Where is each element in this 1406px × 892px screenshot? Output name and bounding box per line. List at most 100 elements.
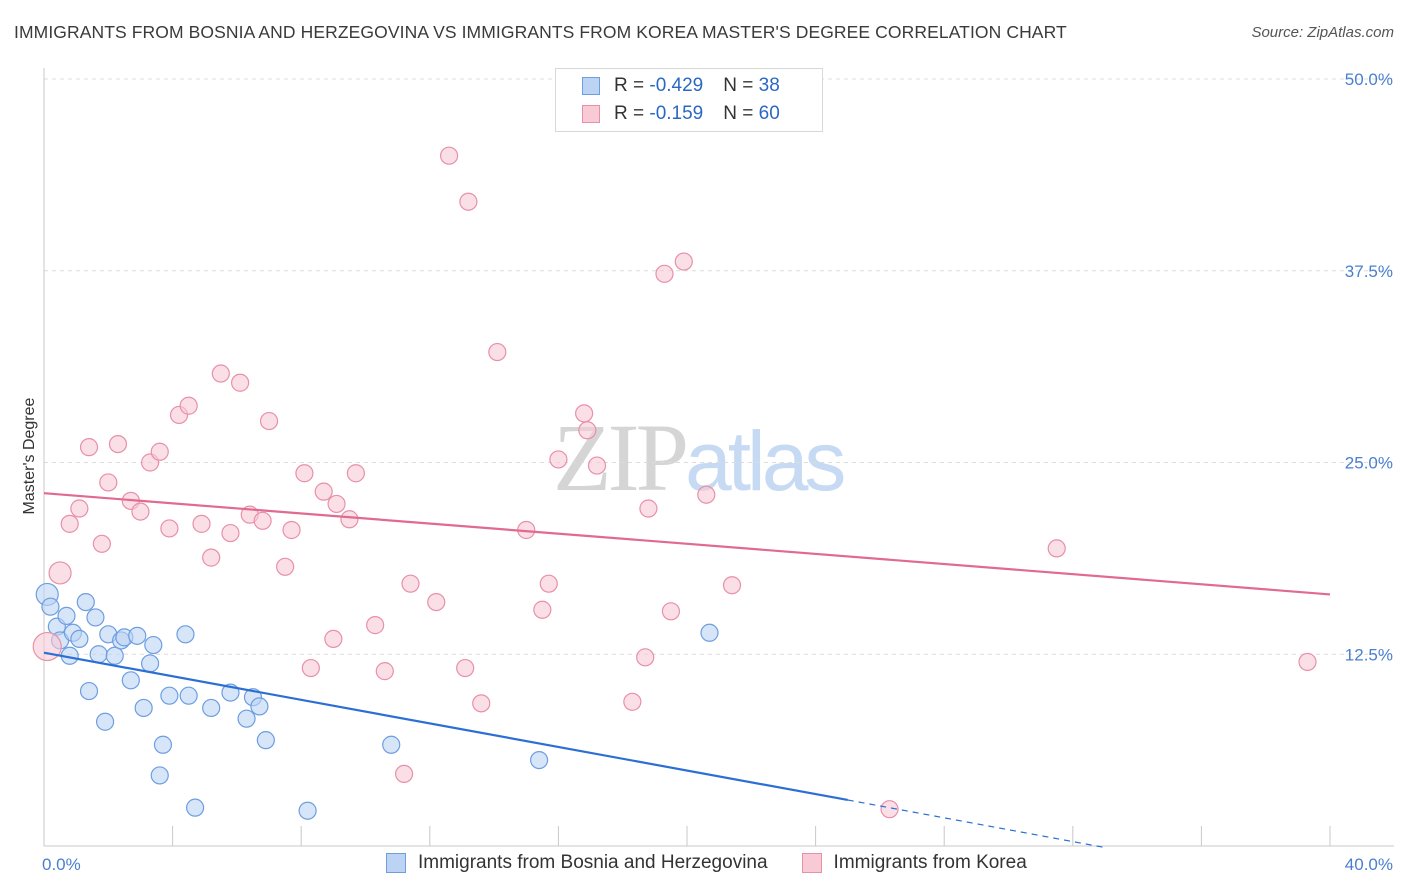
point-korea [427, 592, 446, 612]
legend-n-value: 60 [758, 103, 780, 124]
axes [43, 68, 1394, 847]
y-tick-label: 37.5% [1345, 262, 1393, 281]
point-korea [48, 561, 72, 585]
point-bosnia [41, 597, 60, 616]
point-bosnia [134, 698, 153, 718]
y-axis-title: Master's Degree [21, 397, 38, 514]
legend-swatch-korea [582, 105, 600, 123]
point-bosnia [250, 697, 269, 716]
point-korea [231, 373, 250, 392]
point-bosnia [700, 623, 719, 642]
x-tick-label: 0.0% [42, 855, 81, 874]
point-korea [472, 694, 491, 713]
point-bosnia [382, 735, 401, 754]
point-bosnia [237, 709, 256, 728]
point-korea [880, 800, 899, 819]
legend-r-label: R = [614, 75, 650, 96]
series-legend: Immigrants from Bosnia and Herzegovina I… [386, 852, 1061, 874]
point-korea [697, 485, 716, 504]
point-bosnia [105, 646, 124, 665]
series-swatch-bosnia [386, 853, 406, 873]
point-bosnia [150, 766, 169, 785]
legend-row-bosnia: R = -0.429 N = 38 [582, 74, 780, 98]
point-bosnia [89, 645, 108, 664]
point-korea [366, 616, 385, 635]
series-swatch-korea [801, 853, 822, 873]
point-korea [179, 396, 198, 415]
point-korea [314, 482, 333, 501]
point-bosnia [186, 798, 205, 817]
point-korea [211, 364, 230, 383]
point-korea [253, 511, 272, 530]
point-korea [282, 520, 301, 540]
y-tick-label: 12.5% [1345, 645, 1393, 664]
legend-n-label: N = [723, 75, 759, 96]
point-korea [1047, 539, 1066, 558]
series-legend-bosnia: Immigrants from Bosnia and Herzegovina [386, 852, 768, 874]
point-korea [488, 342, 507, 362]
legend-r-value: -0.159 [649, 103, 704, 124]
legend-r-label: R = [614, 103, 650, 124]
point-korea [346, 464, 365, 483]
point-bosnia [95, 712, 115, 731]
series-name-bosnia: Immigrants from Bosnia and Herzegovina [418, 852, 768, 873]
point-bosnia [160, 686, 179, 705]
chart-title: IMMIGRANTS FROM BOSNIA AND HERZEGOVINA V… [14, 22, 1067, 42]
axis-labels: 12.5% 25.0% 37.5% 50.0% 0.0% 40.0% Master's De… [21, 70, 1393, 874]
point-korea [439, 146, 459, 165]
point-korea [160, 519, 179, 538]
point-korea [60, 514, 79, 533]
point-korea [578, 421, 597, 440]
point-korea [456, 658, 475, 678]
legend-n-label: N = [723, 103, 759, 124]
point-bosnia [70, 629, 89, 649]
point-korea [636, 648, 655, 667]
point-bosnia [76, 592, 95, 612]
watermark-zip: ZIP [553, 404, 689, 511]
point-korea [295, 464, 314, 483]
point-bosnia [298, 801, 317, 820]
point-bosnia [256, 731, 275, 750]
point-korea [549, 450, 568, 469]
point-korea [459, 192, 478, 211]
trend-lines [43, 492, 1331, 849]
point-bosnia [79, 681, 99, 701]
point-korea [401, 574, 420, 593]
point-bosnia [128, 626, 147, 645]
legend-n-value: 38 [758, 75, 780, 96]
point-bosnia [144, 635, 163, 655]
point-korea [192, 514, 211, 533]
point-bosnia [176, 625, 195, 644]
point-korea [1298, 652, 1317, 672]
y-tick-label: 50.0% [1345, 70, 1393, 89]
correlation-legend: R = -0.429 N = 38 R = -0.159 N = 60 [555, 68, 823, 132]
point-korea [623, 692, 642, 711]
legend-row-korea: R = -0.159 N = 60 [582, 102, 780, 126]
point-korea [674, 252, 693, 271]
point-bosnia [57, 606, 76, 626]
series-legend-korea: Immigrants from Korea [801, 852, 1027, 874]
point-bosnia [140, 654, 160, 673]
point-bosnia [153, 735, 173, 754]
point-korea [301, 658, 320, 678]
point-bosnia [202, 698, 221, 718]
point-korea [70, 499, 89, 518]
point-korea [259, 411, 279, 431]
point-korea [340, 510, 359, 529]
x-tick-label: 40.0% [1345, 855, 1393, 874]
series-name-korea: Immigrants from Korea [833, 852, 1027, 873]
grid-lines [44, 78, 1394, 655]
point-korea [324, 629, 343, 649]
point-bosnia [86, 608, 105, 627]
point-korea [221, 523, 240, 543]
point-korea [661, 602, 681, 621]
trend-line-bosnia [43, 651, 848, 802]
point-korea [533, 600, 552, 619]
point-korea [722, 576, 742, 595]
point-korea [150, 442, 169, 461]
point-korea [79, 438, 99, 457]
point-korea [655, 264, 674, 283]
point-korea [375, 662, 394, 681]
point-bosnia [530, 750, 549, 770]
